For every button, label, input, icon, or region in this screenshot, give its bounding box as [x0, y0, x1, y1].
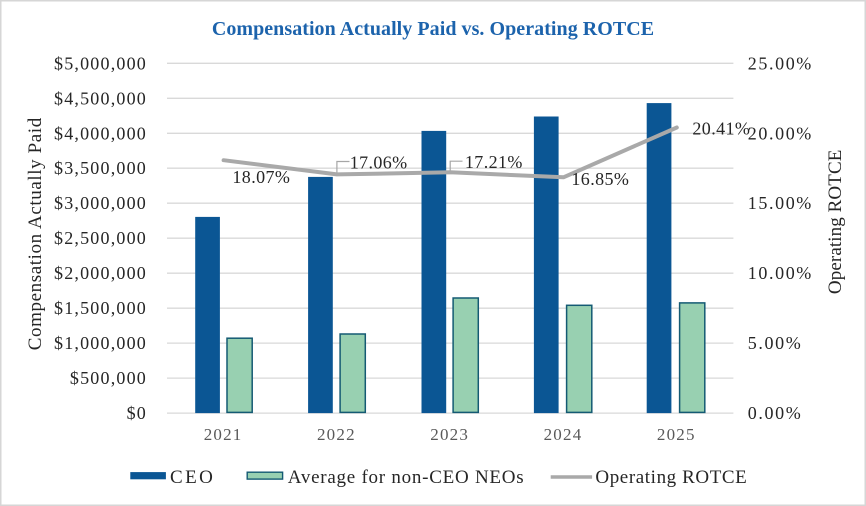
svg-text:2021: 2021 [204, 425, 243, 444]
svg-text:2023: 2023 [430, 425, 469, 444]
svg-text:Compensation Actually Paid: Compensation Actually Paid [25, 117, 46, 350]
svg-text:18.07%: 18.07% [232, 167, 290, 187]
svg-text:17.21%: 17.21% [465, 152, 523, 172]
svg-text:2022: 2022 [317, 425, 356, 444]
svg-text:Operating ROTCE: Operating ROTCE [595, 467, 747, 488]
svg-text:10.00%: 10.00% [748, 263, 813, 283]
svg-text:Compensation Actually Paid vs.: Compensation Actually Paid vs. Operating… [212, 18, 654, 40]
svg-text:20.00%: 20.00% [748, 123, 813, 143]
svg-text:$1,500,000: $1,500,000 [54, 298, 147, 318]
svg-text:25.00%: 25.00% [748, 53, 813, 73]
svg-text:$3,000,000: $3,000,000 [54, 193, 147, 213]
svg-text:17.06%: 17.06% [350, 153, 408, 173]
svg-text:$5,000,000: $5,000,000 [54, 53, 147, 73]
svg-text:2024: 2024 [544, 425, 583, 444]
svg-text:20.41%: 20.41% [692, 118, 750, 138]
svg-text:CEO: CEO [170, 467, 215, 488]
svg-text:$3,500,000: $3,500,000 [54, 158, 147, 178]
svg-text:$2,500,000: $2,500,000 [54, 228, 147, 248]
svg-text:Operating ROTCE: Operating ROTCE [825, 150, 846, 295]
svg-text:16.85%: 16.85% [571, 169, 629, 189]
svg-text:2025: 2025 [657, 425, 696, 444]
svg-text:5.00%: 5.00% [748, 333, 803, 353]
svg-text:$4,000,000: $4,000,000 [54, 123, 147, 143]
svg-text:15.00%: 15.00% [748, 193, 813, 213]
svg-text:$500,000: $500,000 [70, 368, 147, 388]
svg-text:$4,500,000: $4,500,000 [54, 88, 147, 108]
svg-text:$2,000,000: $2,000,000 [54, 263, 147, 283]
svg-text:$1,000,000: $1,000,000 [54, 333, 147, 353]
svg-text:0.00%: 0.00% [748, 403, 803, 423]
svg-text:Average for non-CEO NEOs: Average for non-CEO NEOs [288, 467, 525, 488]
svg-text:$0: $0 [127, 403, 147, 423]
